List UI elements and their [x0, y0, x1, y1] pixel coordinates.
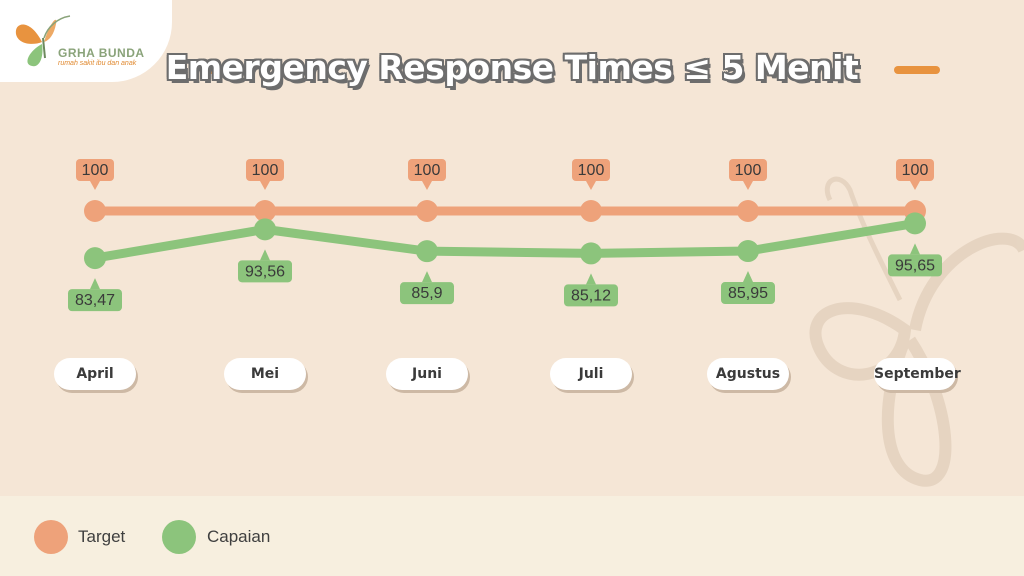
- capaian-data-label: 95,65: [895, 257, 935, 274]
- logo-card: GRHA BUNDA rumah sakit ibu dan anak: [0, 0, 172, 82]
- capaian-point: [84, 247, 106, 270]
- capaian-point: [580, 242, 602, 265]
- capaian-label-pointer: [743, 271, 753, 283]
- title-left-dash: [200, 66, 246, 74]
- capaian-data-label: 85,12: [571, 287, 611, 304]
- capaian-label-box: [400, 282, 454, 305]
- watermark-butterfly: [809, 176, 1024, 487]
- capaian-label-box: [238, 260, 292, 283]
- target-label-box: [572, 159, 610, 181]
- target-label-box: [246, 159, 284, 181]
- chart-title: Emergency Response Times ≤ 5 Menit: [165, 48, 859, 87]
- capaian-data-label: 85,9: [411, 285, 442, 302]
- target-label-pointer: [90, 181, 100, 190]
- target-label-pointer: [743, 181, 753, 190]
- month-pill-agustus: Agustus: [707, 358, 789, 390]
- target-point: [254, 200, 276, 222]
- capaian-point: [254, 218, 276, 241]
- target-data-label: 100: [414, 162, 441, 179]
- month-pill-mei: Mei: [224, 358, 306, 390]
- capaian-label-box: [68, 289, 122, 312]
- target-label-box: [729, 159, 767, 181]
- capaian-label-pointer: [260, 249, 270, 261]
- target-data-label: 100: [578, 162, 605, 179]
- capaian-label-pointer: [586, 273, 596, 285]
- legend-target-label: Target: [78, 527, 126, 546]
- target-point: [416, 200, 438, 222]
- butterfly-logo-icon: [15, 15, 71, 67]
- target-label-pointer: [422, 181, 432, 190]
- legend-target-swatch: [34, 520, 68, 554]
- legend-band: [0, 496, 1024, 576]
- capaian-label-box: [888, 254, 942, 277]
- target-label-pointer: [260, 181, 270, 190]
- target-label-pointer: [910, 181, 920, 190]
- month-pill-april: April: [54, 358, 136, 390]
- target-data-label: 100: [902, 162, 929, 179]
- capaian-label-box: [564, 284, 618, 307]
- target-data-label: 100: [82, 162, 109, 179]
- legend-capaian-swatch: [162, 520, 196, 554]
- target-data-label: 100: [735, 162, 762, 179]
- target-label-box: [896, 159, 934, 181]
- target-point: [737, 200, 759, 222]
- capaian-point: [737, 240, 759, 263]
- capaian-series-line: [90, 218, 920, 263]
- target-point: [580, 200, 602, 222]
- month-pill-september: September: [874, 358, 961, 390]
- month-pill-juli: Juli: [550, 358, 632, 390]
- capaian-label-box: [721, 282, 775, 305]
- target-label-box: [76, 159, 114, 181]
- capaian-point: [904, 212, 926, 235]
- target-data-label: 100: [252, 162, 279, 179]
- capaian-label-pointer: [910, 243, 920, 255]
- target-label-pointer: [586, 181, 596, 190]
- target-label-box: [408, 159, 446, 181]
- title-right-dash: [894, 66, 940, 74]
- logo-tagline: rumah sakit ibu dan anak: [58, 60, 137, 67]
- capaian-point: [416, 240, 438, 263]
- target-point: [84, 200, 106, 222]
- capaian-data-label: 93,56: [245, 263, 285, 280]
- month-pill-juni: Juni: [386, 358, 468, 390]
- capaian-label-pointer: [90, 278, 100, 290]
- legend-capaian-label: Capaian: [207, 527, 271, 546]
- logo-name: GRHA BUNDA: [58, 46, 145, 60]
- capaian-label-pointer: [422, 271, 432, 283]
- capaian-data-label: 83,47: [75, 292, 115, 309]
- capaian-data-label: 85,95: [728, 285, 768, 302]
